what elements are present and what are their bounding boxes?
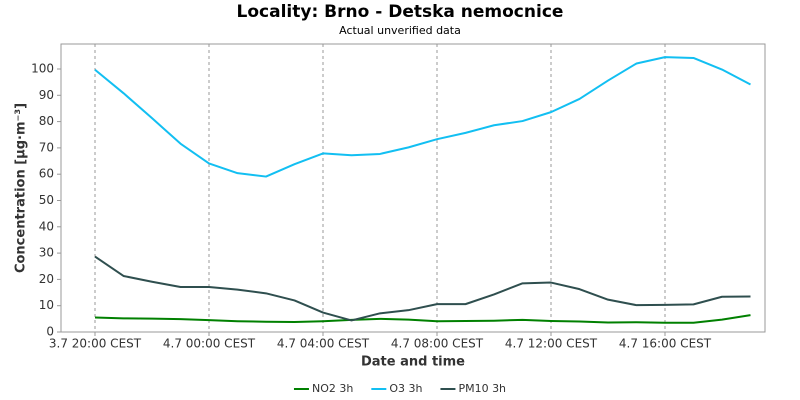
y-tick-label: 50 <box>39 193 54 207</box>
legend-text: NO2 3h <box>312 382 353 395</box>
y-tick-label: 20 <box>39 272 54 286</box>
data-line <box>94 56 751 178</box>
y-tick-label: 0 <box>46 325 54 339</box>
legend-text: PM10 3h <box>458 382 506 395</box>
x-tick-label: 3.7 20:00 CEST <box>49 337 142 351</box>
x-tick-label: 4.7 08:00 CEST <box>391 337 484 351</box>
y-tick-label: 40 <box>39 219 54 233</box>
plot-area <box>60 43 766 333</box>
legend: NO2 3h O3 3h PM10 3h <box>293 382 506 395</box>
x-tick-label: 4.7 16:00 CEST <box>619 337 712 351</box>
x-tick-label: 4.7 00:00 CEST <box>163 337 256 351</box>
y-tick-label: 90 <box>39 88 54 102</box>
y-tick-label: 60 <box>39 167 54 181</box>
legend-text: O3 3h <box>389 382 422 395</box>
y-tick-label: 30 <box>39 246 54 260</box>
y-axis-label: Concentration [μg·m⁻³] <box>14 103 29 273</box>
y-tick-label: 10 <box>39 298 54 312</box>
chart-title: Locality: Brno - Detska nemocnice <box>237 2 564 22</box>
chart-subtitle: Actual unverified data <box>339 24 461 37</box>
y-tick-label: 80 <box>39 114 54 128</box>
x-tick-label: 4.7 12:00 CEST <box>505 337 598 351</box>
y-tick-label: 100 <box>31 61 54 75</box>
data-line <box>94 255 751 322</box>
y-tick-label: 70 <box>39 140 54 154</box>
x-axis-label: Date and time <box>361 355 465 370</box>
data-line <box>94 314 751 324</box>
x-tick-label: 4.7 04:00 CEST <box>277 337 370 351</box>
